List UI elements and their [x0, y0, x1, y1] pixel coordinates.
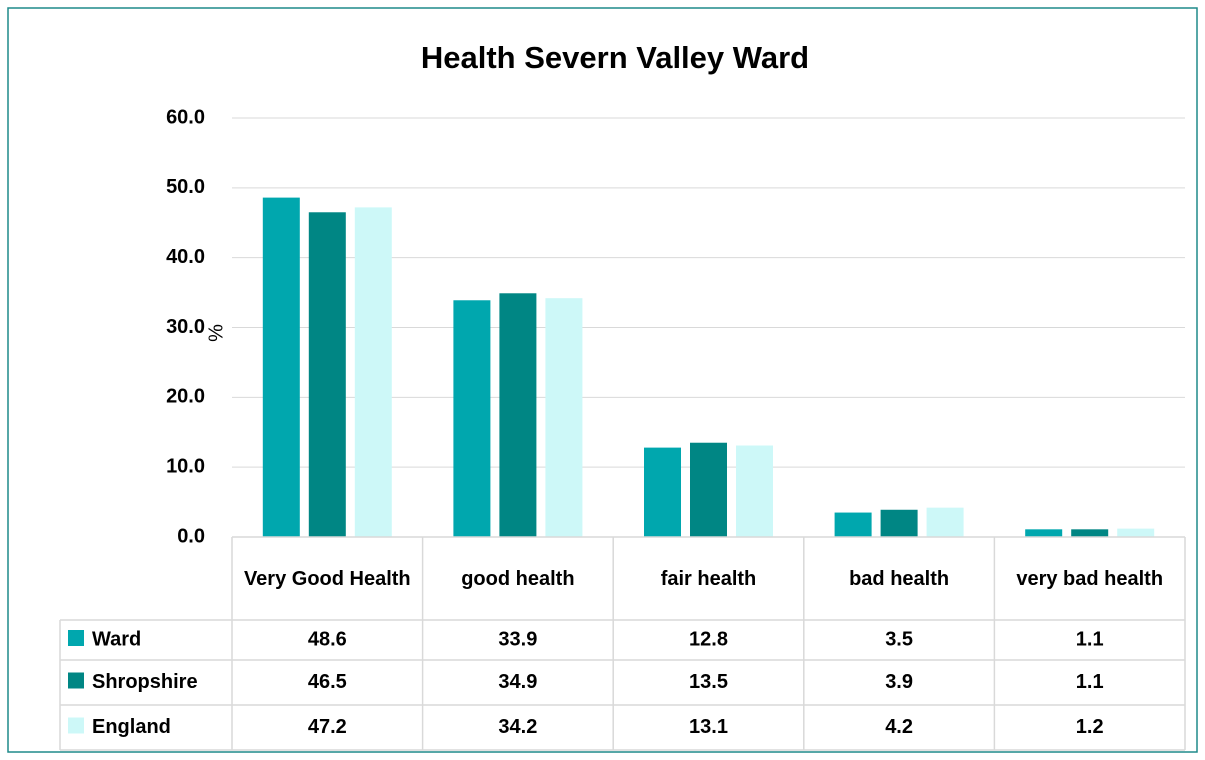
legend-key — [68, 630, 84, 646]
data-table-value: 34.2 — [498, 716, 537, 738]
legend-label: Ward — [92, 628, 141, 650]
category-cell: very bad health — [1016, 567, 1164, 590]
x-tick-label: very bad health — [1016, 567, 1164, 590]
data-table-value: 13.1 — [689, 716, 728, 738]
y-tick-label: 0.0 — [177, 525, 205, 547]
bar — [1025, 529, 1063, 537]
bar — [354, 207, 392, 538]
legend-label: England — [92, 716, 171, 738]
data-table-value: 13.5 — [689, 671, 728, 693]
x-tick-label: bad health — [849, 567, 950, 590]
category-cell: good health — [461, 567, 575, 590]
bar — [499, 293, 537, 537]
category-cell: bad health — [849, 567, 950, 590]
bar — [926, 507, 964, 537]
bar — [834, 512, 872, 537]
data-table-value: 3.9 — [885, 671, 913, 693]
data-table-value: 46.5 — [308, 671, 347, 693]
y-tick-label: 60.0 — [166, 106, 205, 128]
bar — [644, 447, 681, 537]
legend-label: Shropshire — [92, 671, 198, 693]
x-tick-label: Very Good Health — [243, 567, 411, 590]
category-cell: Very Good Health — [243, 567, 411, 590]
bar — [690, 442, 727, 537]
y-tick-label: 40.0 — [166, 246, 205, 268]
bar — [1071, 529, 1109, 537]
bar — [1117, 528, 1155, 537]
data-table-value: 1.2 — [1076, 716, 1104, 738]
bar — [545, 298, 583, 537]
y-tick-label: 20.0 — [166, 386, 205, 408]
bar — [308, 212, 346, 537]
y-tick-label: 10.0 — [166, 455, 205, 477]
data-table-value: 1.1 — [1076, 671, 1104, 693]
bar — [262, 197, 300, 538]
bar — [736, 445, 773, 537]
category-cell: fair health — [660, 567, 757, 590]
data-table-value: 1.1 — [1076, 628, 1104, 650]
y-axis-label: % — [205, 324, 227, 342]
legend-key — [68, 717, 84, 734]
x-tick-label: good health — [461, 567, 575, 590]
data-table-value: 34.9 — [498, 671, 537, 693]
x-tick-label: fair health — [660, 567, 757, 590]
chart-frame — [7, 7, 1198, 753]
legend-key — [68, 672, 84, 689]
data-table-value: 3.5 — [885, 628, 913, 650]
data-table-value: 47.2 — [308, 716, 347, 738]
y-tick-label: 30.0 — [166, 316, 205, 338]
data-table-value: 33.9 — [498, 628, 537, 650]
data-table-value: 48.6 — [308, 628, 347, 650]
bar — [453, 300, 491, 537]
data-table-value: 12.8 — [689, 628, 728, 650]
y-tick-label: 50.0 — [166, 176, 205, 198]
data-table-value: 4.2 — [885, 716, 913, 738]
chart-title: Health Severn Valley Ward — [421, 40, 809, 75]
bar — [880, 509, 918, 537]
